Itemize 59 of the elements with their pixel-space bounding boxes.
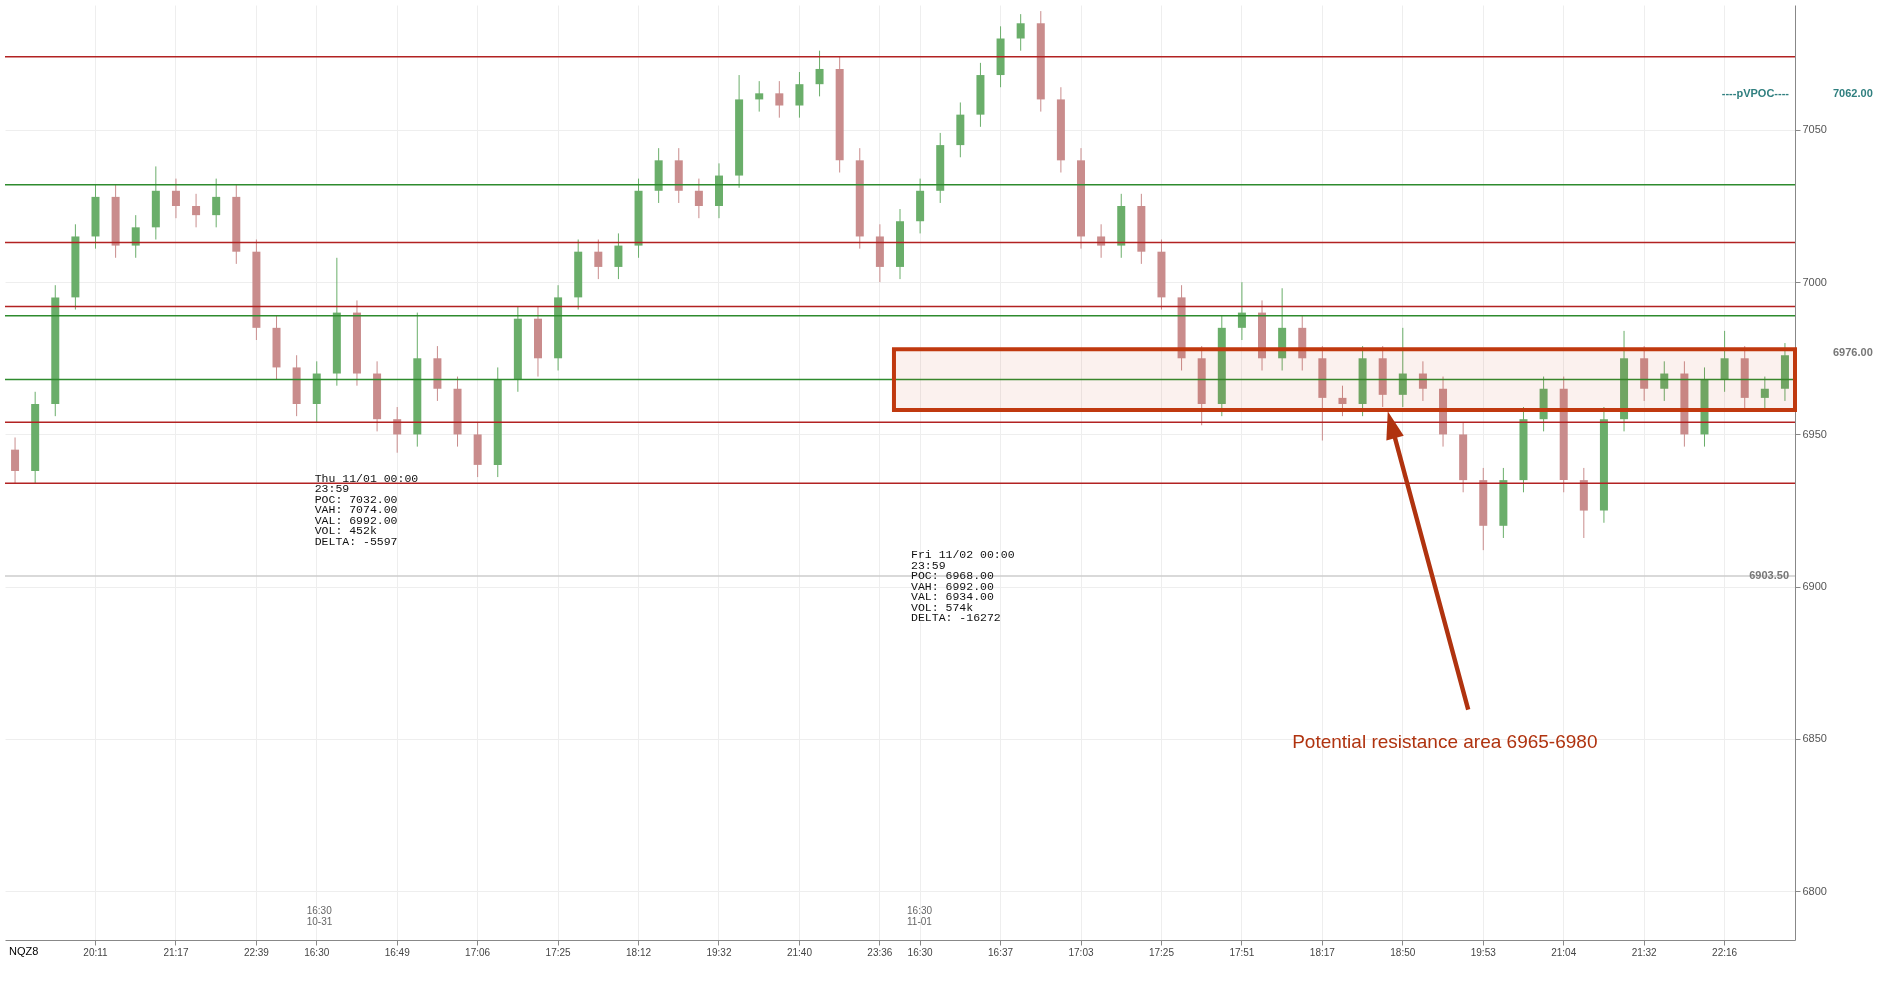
x-tick-label: 17:25: [1148, 946, 1175, 958]
candlestick: [815, 50, 824, 97]
candlestick: [1720, 330, 1729, 393]
y-tick-label: 7050: [1802, 123, 1827, 136]
y-tick-label: 7000: [1802, 275, 1827, 288]
text: 6976.00: [1833, 345, 1873, 358]
y-tick-label: 6850: [1802, 732, 1827, 745]
candlestick: [795, 71, 804, 119]
candlestick: [192, 193, 201, 228]
x-tick-label: 17:51: [1229, 946, 1255, 958]
x-tick-label: 21:04: [1551, 946, 1577, 958]
annotation: 6903.50: [1749, 569, 1789, 582]
candlestick: [131, 214, 140, 259]
x-tick-label: 21:17: [163, 946, 189, 958]
x-tick-label: 23:36: [867, 946, 893, 958]
annotation: 16:30 11-01: [907, 905, 933, 927]
x-tick-label: 18:12: [626, 946, 652, 958]
candlestick: [1398, 327, 1407, 408]
x-tick-label: 16:49: [384, 946, 411, 958]
annotation: Thu 11/01 00:00 23:59 POC: 7032.00 VAH: 7074.00 VAL: 6992.00 VOL: 452k DELTA: -5597: [314, 471, 419, 548]
candlestick: [755, 80, 764, 113]
x-tick-label: 22:16: [1712, 946, 1738, 958]
x-tick-label: 22:39: [243, 946, 270, 958]
candlestick: [1660, 360, 1669, 402]
x-tick-label: 16:30: [304, 946, 330, 958]
x-tick-label: 19:32: [706, 946, 732, 958]
annotation: Fri 11/02 00:00 23:59 POC: 6968.00 VAH: 6992.00 VAL: 6934.00 VOL: 574k DELTA: -16272: [911, 548, 1015, 625]
candlestick: [212, 178, 221, 228]
candlestick: [694, 178, 703, 219]
annotation: 16:30 10-31: [306, 905, 333, 927]
x-tick-label: 16:30: [907, 946, 934, 958]
candlestick: [171, 178, 180, 219]
candlestick: [1338, 385, 1347, 417]
candlestick: [775, 80, 784, 119]
candlestick: [1418, 360, 1427, 402]
y-tick-label: 6800: [1802, 884, 1827, 897]
candlestick: [11, 436, 20, 484]
candlestick: [614, 232, 623, 280]
text: NQZ8: [9, 945, 39, 957]
x-tick-label: 16:37: [988, 946, 1014, 958]
x-tick-label: 17:25: [545, 946, 572, 958]
y-tick-label: 6950: [1802, 427, 1827, 440]
candlestick: [1097, 223, 1106, 259]
candlestick: [1016, 13, 1025, 52]
annotation: ----pVPOC----: [1721, 86, 1790, 99]
candlestick: [1760, 376, 1769, 411]
x-tick-label: 18:17: [1309, 946, 1336, 958]
x-tick-label: 21:32: [1631, 946, 1658, 958]
candlestick: [1237, 281, 1246, 341]
x-tick-label: 21:40: [786, 946, 813, 958]
text: 7062.00: [1833, 86, 1873, 99]
annotation: Potential resistance area 6965-6980: [1292, 730, 1598, 752]
x-tick-label: 18:50: [1390, 946, 1416, 958]
x-tick-label: 20:11: [83, 946, 109, 958]
y-tick-label: 6900: [1802, 580, 1827, 593]
x-tick-label: 17:06: [465, 946, 491, 958]
x-tick-label: 17:03: [1068, 946, 1094, 958]
x-tick-label: 19:53: [1470, 946, 1497, 958]
candlestick: [594, 239, 603, 280]
